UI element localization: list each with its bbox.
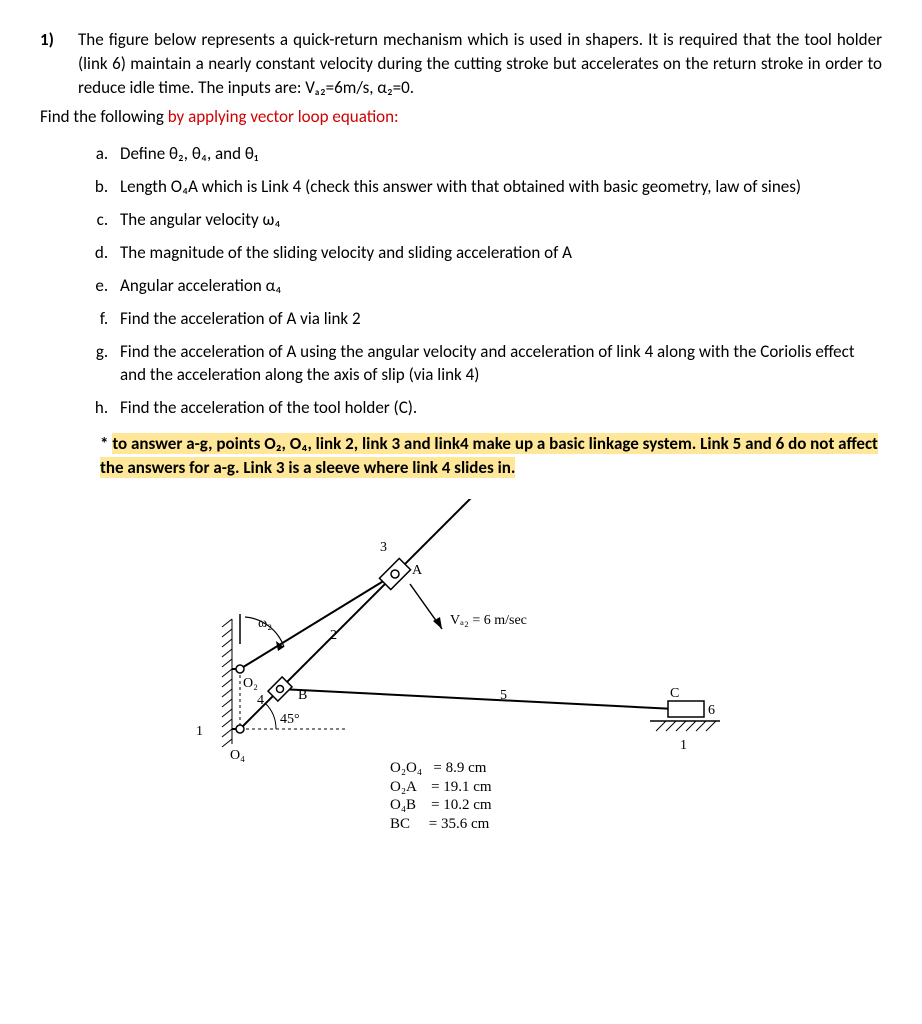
label-angle: 45° xyxy=(280,712,300,727)
subpart-f: Find the acceleration of A via link 2 xyxy=(112,308,882,331)
subpart-g: Find the acceleration of A using the ang… xyxy=(112,341,882,387)
subparts-list: Define θ₂, θ₄, and θ₁ Length O₄A which i… xyxy=(40,143,882,419)
subpart-c: The angular velocity ω₄ xyxy=(112,209,882,232)
label-link5: 5 xyxy=(500,688,507,703)
label-B: B xyxy=(298,688,307,703)
find-prefix: Find the following xyxy=(40,106,168,127)
hint-note: * to answer a-g, points O₂, O₄, link 2, … xyxy=(100,432,890,481)
velocity-label: Vₐ₂ = 6 m/sec xyxy=(450,611,527,631)
label-link3: 3 xyxy=(380,540,387,555)
find-red: by applying vector loop equation: xyxy=(168,106,399,127)
label-C: C xyxy=(670,686,679,701)
question-number: 1) xyxy=(40,28,78,52)
subpart-b: Length O₄A which is Link 4 (check this a… xyxy=(112,176,882,199)
label-O2: O₂ xyxy=(243,676,258,691)
mechanism-figure: ω₂ 2 3 A O₂ 4 B 45° 1 O₄ 5 C 6 1 Vₐ₂ = 6… xyxy=(180,499,780,829)
subpart-e: Angular acceleration α₄ xyxy=(112,275,882,298)
subpart-h: Find the acceleration of the tool holder… xyxy=(112,397,882,420)
subpart-a: Define θ₂, θ₄, and θ₁ xyxy=(112,143,882,166)
label-link2: 2 xyxy=(330,628,337,643)
label-A: A xyxy=(412,563,423,578)
question-intro: The figure below represents a quick-retu… xyxy=(78,28,882,99)
label-link6: 6 xyxy=(708,703,715,718)
label-omega2: ω₂ xyxy=(258,616,272,631)
find-line: Find the following by applying vector lo… xyxy=(40,105,882,129)
label-link1a: 1 xyxy=(196,724,203,739)
subpart-d: The magnitude of the sliding velocity an… xyxy=(112,242,882,265)
note-prefix: * xyxy=(100,433,112,454)
dimension-block: O₂O₄ = 8.9 cm O₂A = 19.1 cm O₄B = 10.2 c… xyxy=(390,759,492,834)
note-highlight: to answer a-g, points O₂, O₄, link 2, li… xyxy=(100,433,878,479)
label-link1b: 1 xyxy=(680,738,687,753)
label-O4: O₄ xyxy=(230,748,245,763)
label-link4: 4 xyxy=(257,693,264,708)
